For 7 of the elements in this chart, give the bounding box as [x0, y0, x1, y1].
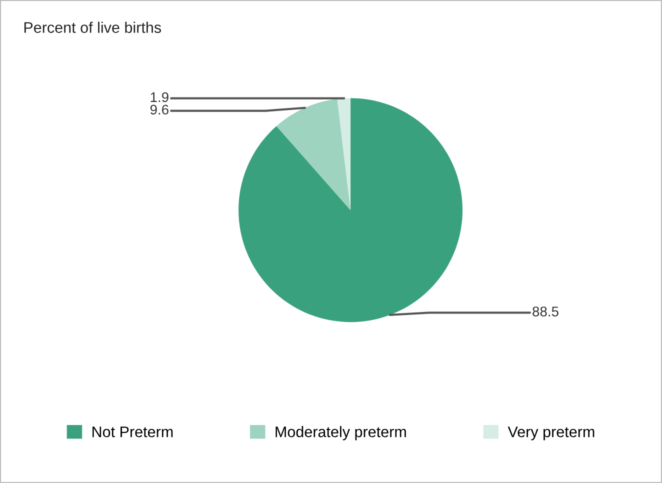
legend-label: Moderately preterm [276, 426, 406, 440]
legend-label: Very preterm [508, 426, 594, 440]
data-label: 88.5 [532, 306, 558, 316]
data-label: 1.9 [150, 92, 168, 102]
data-label: 9.6 [150, 104, 168, 115]
legend-label: Not Preterm [92, 426, 173, 438]
chart-title: Percent of live births [24, 22, 162, 33]
